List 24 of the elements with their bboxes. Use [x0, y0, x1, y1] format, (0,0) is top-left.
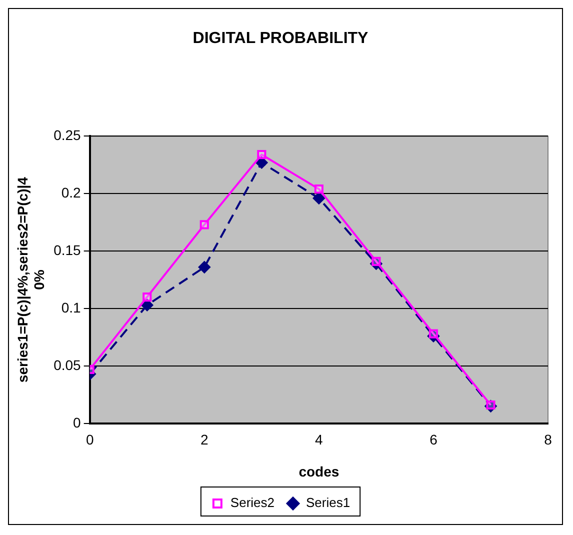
legend-label: Series2	[230, 495, 274, 510]
x-tick-label: 4	[315, 432, 324, 448]
y-tick-label: 0.15	[54, 242, 82, 258]
point	[314, 184, 324, 194]
point	[141, 299, 154, 312]
point	[257, 150, 266, 160]
x-tick-label: 2	[200, 432, 208, 448]
legend-label: Series1	[306, 495, 350, 510]
x-tick-label: 8	[544, 432, 552, 448]
point	[142, 292, 152, 302]
x-tick-label: 6	[430, 432, 438, 448]
point	[198, 261, 210, 274]
y-tick-label: 0	[73, 414, 82, 430]
y-tick-label: 0.05	[54, 356, 82, 373]
y-tick-label: 0.1	[61, 299, 82, 316]
y-axis-title: series1=P(c)|4%,series2=P(c)|40%	[14, 176, 48, 383]
point	[312, 192, 325, 204]
y-tick-label: 0.25	[54, 127, 82, 144]
point	[200, 220, 209, 230]
chart-title: DIGITAL PROBABILITY	[192, 30, 369, 48]
x-axis-title: codes	[298, 463, 340, 480]
x-tick-label: 0	[86, 432, 94, 448]
y-tick-label: 0.2	[61, 184, 82, 200]
point	[256, 156, 268, 169]
